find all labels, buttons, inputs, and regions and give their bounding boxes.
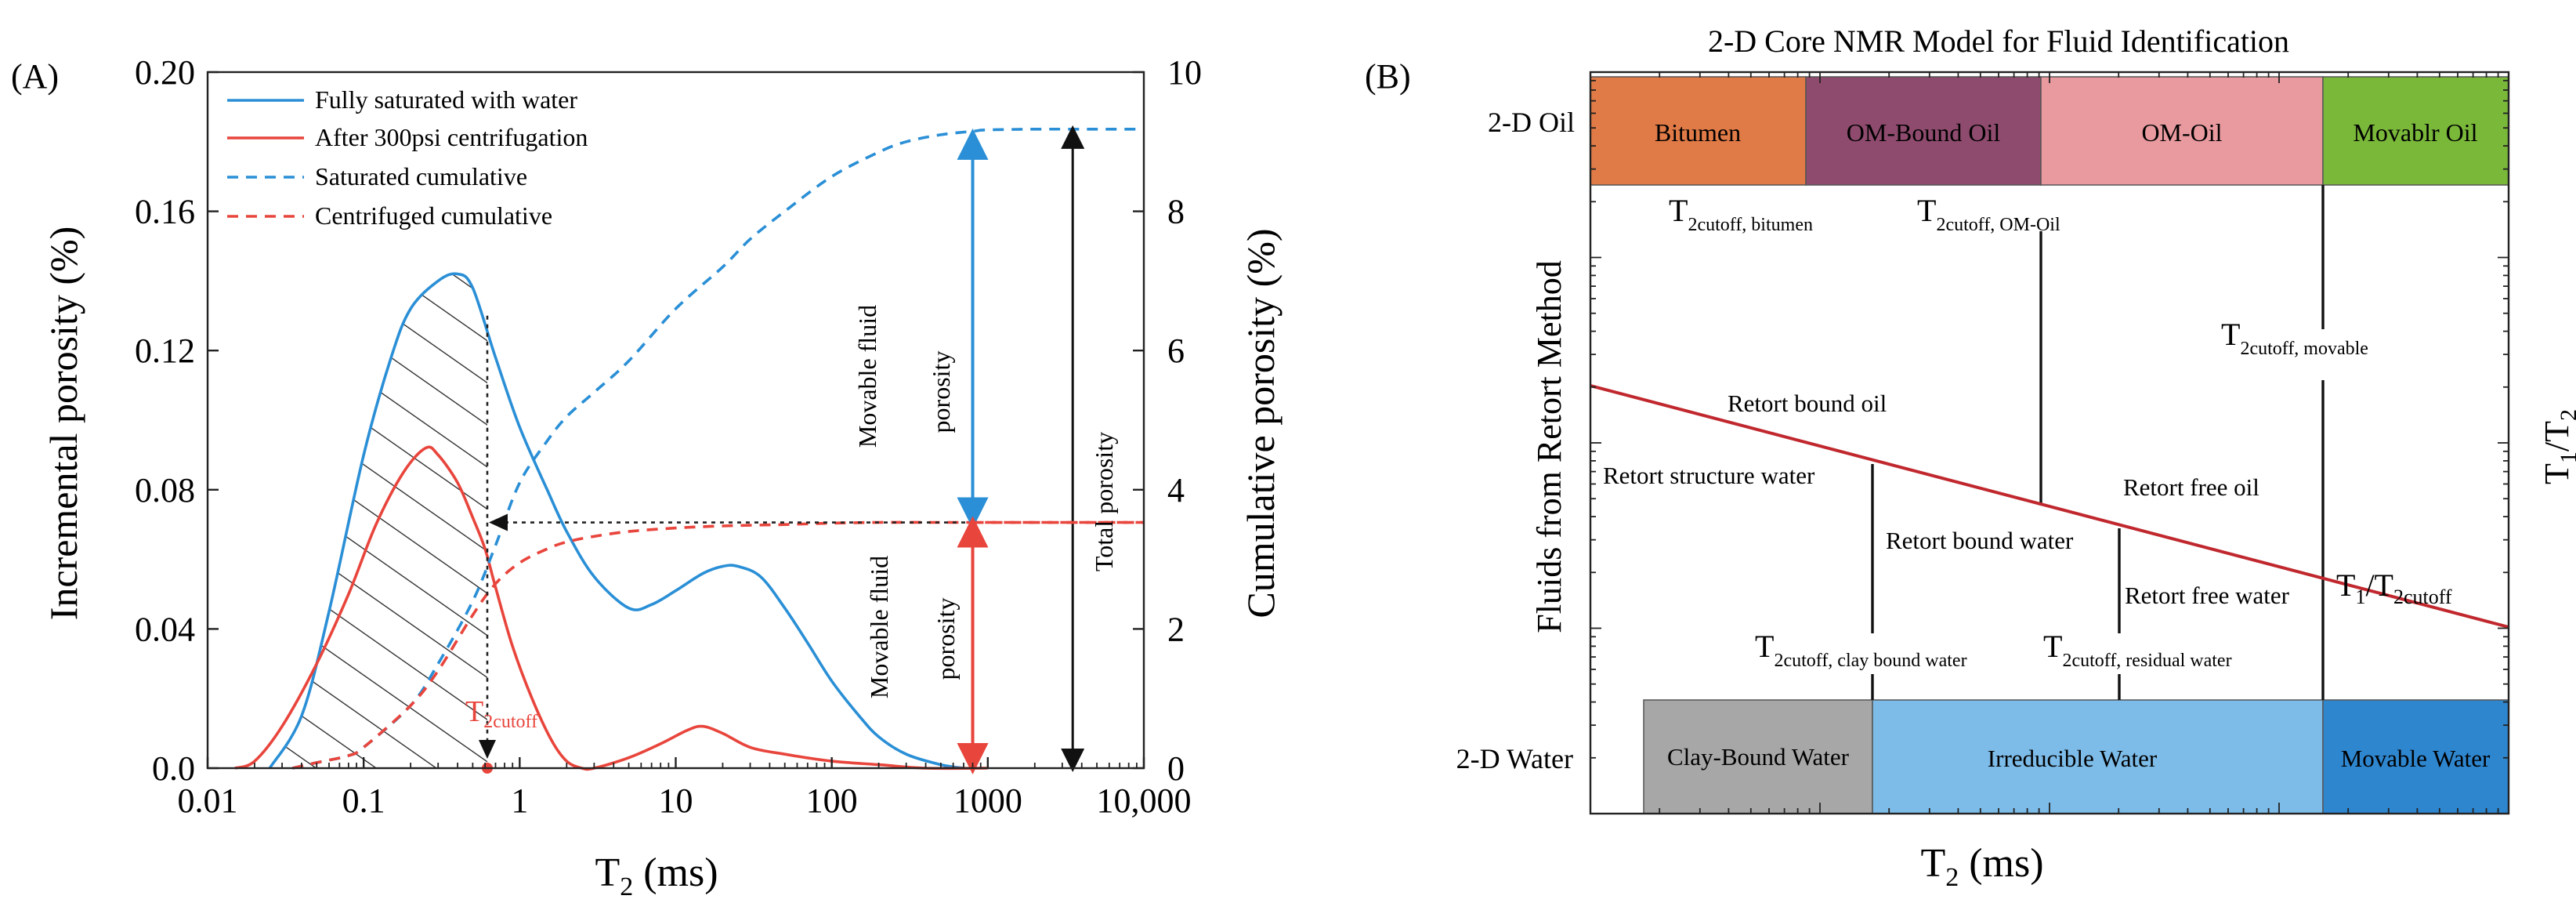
row-label-oil: 2-D Oil — [1488, 107, 1575, 138]
legend-label-centrifuged-cumulative: Centrifuged cumulative — [315, 201, 552, 230]
region-label-retort-structure-water: Retort structure water — [1603, 462, 1815, 489]
total-porosity-label: Total porosity — [1090, 432, 1118, 571]
cutoff-label-om-oil: T2cutoff, OM-Oil — [1917, 193, 2060, 235]
region-label-retort-bound-water: Retort bound water — [1886, 527, 2074, 554]
y-axis-label-right: Cumulative porosity (%) — [1239, 228, 1283, 618]
axes-b — [1590, 72, 2509, 814]
y-axis-label-left-b: Fluids from Retort Method — [1530, 260, 1568, 633]
panel-label-b: (B) — [1365, 57, 1411, 96]
legend-a: Fully saturated with water After 300psi … — [227, 85, 588, 230]
water-box-label-clay-bound: Clay-Bound Water — [1667, 743, 1850, 771]
y-tick-label-left: 0.08 — [135, 471, 195, 509]
water-box-label-movable: Movable Water — [2341, 745, 2491, 772]
oil-box-bitumen — [1590, 76, 1807, 186]
panel-label-a: (A) — [11, 57, 59, 96]
axes-a: 0.01 0.1 1 10 100 1000 10,0000.00.040.080.120.… — [135, 53, 1202, 820]
movable-fluid-label-2: Movable fluid — [865, 556, 893, 698]
oil-box-label-om-oil: OM-Oil — [2141, 118, 2222, 147]
y-tick-label-right: 10 — [1167, 53, 1202, 92]
porosity-label-2: porosity — [932, 598, 960, 680]
x-tick-label-a: 0.01 — [178, 781, 238, 820]
x-axis-label-b: T2 (ms) — [1920, 841, 2043, 892]
region-label-retort-free-water: Retort free water — [2125, 582, 2290, 609]
x-tick-label-a: 100 — [806, 781, 858, 820]
y-tick-label-right: 8 — [1167, 193, 1185, 231]
cutoff-label-bitumen: T2cutoff, bitumen — [1669, 193, 1813, 235]
y-tick-label-right: 4 — [1167, 471, 1185, 509]
row-label-water: 2-D Water — [1456, 743, 1573, 774]
x-tick-label-a: 0.1 — [342, 781, 385, 820]
series-saturated-line — [268, 272, 964, 770]
legend-label-centrifuged: After 300psi centrifugation — [315, 123, 588, 151]
water-box-label-irreducible: Irreducible Water — [1988, 745, 2158, 772]
t1-t2-cutoff-line — [1590, 384, 2509, 629]
movable-fluid-label-1: Movable fluid — [853, 305, 881, 448]
t2cutoff-label: T2cutoff — [465, 695, 537, 732]
y-tick-label-right: 2 — [1167, 610, 1185, 648]
legend-label-saturated-cumulative: Saturated cumulative — [315, 162, 527, 190]
x-tick-label-a: 10,000 — [1097, 781, 1192, 820]
x-tick-label-a: 1000 — [953, 781, 1022, 820]
x-tick-label-a: 10 — [659, 781, 693, 820]
x-tick-label-a: 1 — [511, 781, 528, 820]
panel-a: (A) T2cutoff Movable fluid porosity Mova… — [11, 53, 1283, 901]
cutoff-label-residual-water: T2cutoff, residual water — [2043, 629, 2232, 671]
y-tick-label-left: 0.12 — [135, 332, 195, 370]
y-tick-label-left: 0.04 — [135, 610, 195, 648]
oil-box-label-bitumen: Bitumen — [1655, 118, 1741, 147]
series-centrifuged-line — [234, 445, 988, 771]
oil-box-om-oil — [2040, 76, 2324, 186]
panel-b-title: 2-D Core NMR Model for Fluid Identificat… — [1708, 24, 2289, 59]
ratio-label: T1/T2cutoff — [2336, 567, 2452, 608]
t2cutoff-down-arrowhead — [478, 740, 496, 759]
region-label-retort-free-oil: Retort free oil — [2123, 473, 2259, 501]
y-axis-label-right-b: T1/T2 — [2538, 409, 2576, 484]
legend-label-saturated: Fully saturated with water — [315, 85, 577, 114]
t2cutoff-arrowhead — [488, 513, 508, 531]
oil-box-label-om-bound-oil: OM-Bound Oil — [1847, 118, 2001, 147]
cutoff-label-movable: T2cutoff, movable — [2221, 317, 2368, 359]
y-tick-label-right: 6 — [1167, 332, 1185, 370]
y-tick-label-left: 0.20 — [135, 53, 195, 92]
x-axis-label-a: T2 (ms) — [595, 850, 718, 901]
y-tick-label-left: 0.0 — [152, 749, 195, 788]
oil-box-om-bound-oil — [1805, 76, 2042, 186]
oil-box-movable-oil — [2322, 76, 2509, 186]
region-label-retort-bound-oil: Retort bound oil — [1728, 390, 1887, 417]
cutoff-label-clay-bound-water: T2cutoff, clay bound water — [1755, 629, 1967, 671]
water-box-clay-bound — [1643, 699, 1873, 814]
panel-b: (B) 2-D Core NMR Model for Fluid Identif… — [1365, 24, 2576, 892]
porosity-label-1: porosity — [927, 351, 955, 433]
y-tick-label-right: 0 — [1167, 749, 1185, 788]
y-tick-label-left: 0.16 — [135, 193, 195, 231]
y-axis-label-left: Incremental porosity (%) — [42, 227, 85, 621]
water-box-irreducible — [1872, 699, 2324, 814]
oil-box-label-movable-oil: Movablr Oil — [2353, 118, 2477, 147]
